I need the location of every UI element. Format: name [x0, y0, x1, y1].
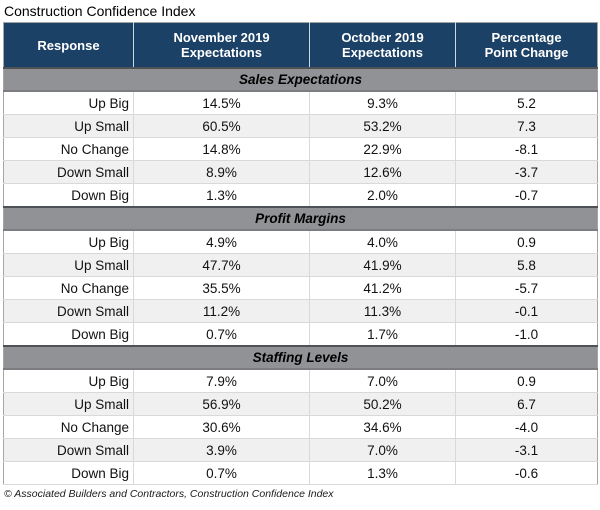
october-value-cell: 53.2%: [309, 114, 456, 138]
november-value-cell: 4.9%: [133, 230, 310, 254]
change-value-cell: -1.0: [455, 322, 598, 347]
table-row: Up Big 7.9% 7.0% 0.9: [3, 369, 598, 393]
table-row: No Change 35.5% 41.2% -5.7: [3, 276, 598, 300]
october-value-cell: 2.0%: [309, 183, 456, 208]
november-value-cell: 11.2%: [133, 299, 310, 323]
response-cell: Up Small: [3, 392, 134, 416]
section-header-row: Staffing Levels: [3, 345, 598, 370]
change-value-cell: -4.0: [455, 415, 598, 439]
response-cell: Down Small: [3, 438, 134, 462]
october-value-cell: 41.2%: [309, 276, 456, 300]
november-value-cell: 60.5%: [133, 114, 310, 138]
section-header-label: Sales Expectations: [3, 67, 598, 92]
table-row: Up Small 47.7% 41.9% 5.8: [3, 253, 598, 277]
table-row: Down Small 8.9% 12.6% -3.7: [3, 160, 598, 184]
table-header: Response November 2019 Expectations Octo…: [3, 22, 598, 68]
source-note: © Associated Builders and Contractors, C…: [4, 488, 334, 500]
response-cell: Down Small: [3, 160, 134, 184]
november-value-cell: 0.7%: [133, 461, 310, 485]
change-value-cell: -5.7: [455, 276, 598, 300]
header-row: Response November 2019 Expectations Octo…: [3, 22, 598, 68]
november-value-cell: 47.7%: [133, 253, 310, 277]
response-cell: Down Big: [3, 461, 134, 485]
november-value-cell: 56.9%: [133, 392, 310, 416]
response-cell: Up Big: [3, 91, 134, 115]
response-cell: No Change: [3, 415, 134, 439]
response-cell: Down Big: [3, 183, 134, 208]
november-value-cell: 3.9%: [133, 438, 310, 462]
col-header-change: Percentage Point Change: [455, 22, 598, 68]
response-cell: Up Small: [3, 253, 134, 277]
october-value-cell: 11.3%: [309, 299, 456, 323]
table-row: No Change 14.8% 22.9% -8.1: [3, 137, 598, 161]
table-row: Down Big 0.7% 1.3% -0.6: [3, 461, 598, 485]
october-value-cell: 34.6%: [309, 415, 456, 439]
october-value-cell: 7.0%: [309, 369, 456, 393]
change-value-cell: -0.7: [455, 183, 598, 208]
col-header-response: Response: [3, 22, 134, 68]
confidence-index-table: Response November 2019 Expectations Octo…: [3, 22, 598, 485]
november-value-cell: 30.6%: [133, 415, 310, 439]
response-cell: Up Small: [3, 114, 134, 138]
table-row: Up Small 60.5% 53.2% 7.3: [3, 114, 598, 138]
october-value-cell: 9.3%: [309, 91, 456, 115]
october-value-cell: 1.7%: [309, 322, 456, 347]
november-value-cell: 14.8%: [133, 137, 310, 161]
change-value-cell: -3.7: [455, 160, 598, 184]
october-value-cell: 1.3%: [309, 461, 456, 485]
response-cell: Up Big: [3, 369, 134, 393]
section-header-label: Profit Margins: [3, 206, 598, 231]
change-value-cell: -8.1: [455, 137, 598, 161]
response-cell: Up Big: [3, 230, 134, 254]
response-cell: No Change: [3, 276, 134, 300]
table-row: Down Small 11.2% 11.3% -0.1: [3, 299, 598, 323]
section-header-label: Staffing Levels: [3, 345, 598, 370]
table-row: Down Big 1.3% 2.0% -0.7: [3, 183, 598, 208]
response-cell: No Change: [3, 137, 134, 161]
response-cell: Down Big: [3, 322, 134, 347]
change-value-cell: 7.3: [455, 114, 598, 138]
col-header-november: November 2019 Expectations: [133, 22, 310, 68]
section-header-row: Sales Expectations: [3, 67, 598, 92]
change-value-cell: -0.6: [455, 461, 598, 485]
table-row: Up Big 14.5% 9.3% 5.2: [3, 91, 598, 115]
table-row: Up Big 4.9% 4.0% 0.9: [3, 230, 598, 254]
october-value-cell: 50.2%: [309, 392, 456, 416]
november-value-cell: 14.5%: [133, 91, 310, 115]
table-body: Sales Expectations Up Big 14.5% 9.3% 5.2 Up S…: [3, 67, 598, 485]
change-value-cell: 0.9: [455, 369, 598, 393]
october-value-cell: 7.0%: [309, 438, 456, 462]
november-value-cell: 1.3%: [133, 183, 310, 208]
table-row: Down Big 0.7% 1.7% -1.0: [3, 322, 598, 347]
october-value-cell: 12.6%: [309, 160, 456, 184]
october-value-cell: 41.9%: [309, 253, 456, 277]
november-value-cell: 0.7%: [133, 322, 310, 347]
table-row: Up Small 56.9% 50.2% 6.7: [3, 392, 598, 416]
november-value-cell: 35.5%: [133, 276, 310, 300]
november-value-cell: 7.9%: [133, 369, 310, 393]
change-value-cell: -0.1: [455, 299, 598, 323]
change-value-cell: 0.9: [455, 230, 598, 254]
october-value-cell: 4.0%: [309, 230, 456, 254]
section-header-row: Profit Margins: [3, 206, 598, 231]
change-value-cell: 6.7: [455, 392, 598, 416]
table-row: Down Small 3.9% 7.0% -3.1: [3, 438, 598, 462]
november-value-cell: 8.9%: [133, 160, 310, 184]
change-value-cell: -3.1: [455, 438, 598, 462]
response-cell: Down Small: [3, 299, 134, 323]
change-value-cell: 5.8: [455, 253, 598, 277]
october-value-cell: 22.9%: [309, 137, 456, 161]
change-value-cell: 5.2: [455, 91, 598, 115]
table-row: No Change 30.6% 34.6% -4.0: [3, 415, 598, 439]
page-title: Construction Confidence Index: [4, 3, 196, 19]
col-header-october: October 2019 Expectations: [309, 22, 456, 68]
